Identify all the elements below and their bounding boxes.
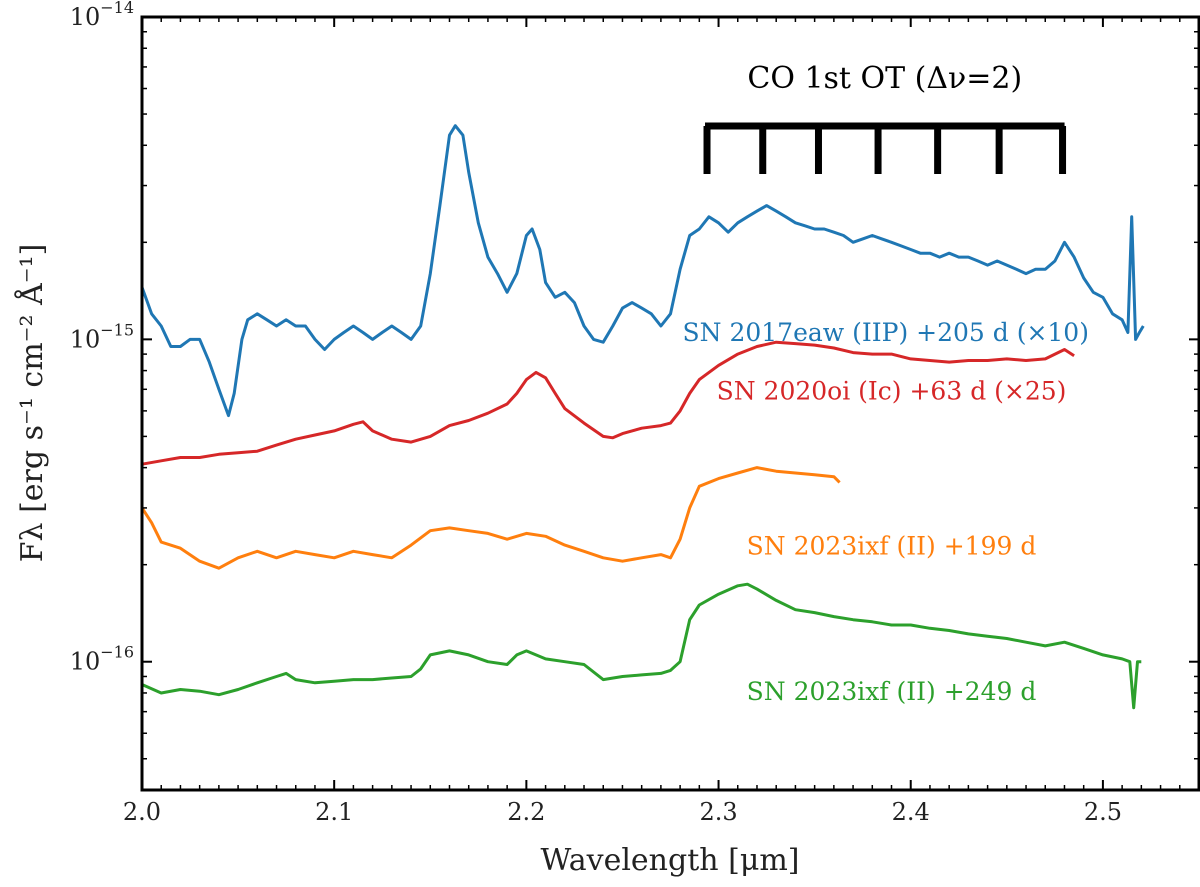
series-label-0: SN 2017eaw (IIP) +205 d (×10) [683, 318, 1089, 347]
y-axis: 10−14 10−15 10−16 [70, 0, 1199, 791]
y-tick-label-2: 10−16 [70, 643, 134, 676]
series-labels: SN 2017eaw (IIP) +205 d (×10) SN 2020oi (… [683, 318, 1089, 706]
series-line-0 [140, 124, 1145, 418]
co-band-title: CO 1st OT (Δν=2) [747, 61, 1022, 96]
x-axis-label: Wavelength [μm] [541, 843, 800, 878]
series-line-2 [140, 466, 841, 570]
co-band-annotation: CO 1st OT (Δν=2) [703, 61, 1067, 174]
series-layer [140, 124, 1145, 710]
x-tick-label-5: 2.5 [1084, 798, 1122, 826]
series-line-1 [141, 340, 1075, 466]
x-tick-label-4: 2.4 [892, 798, 930, 826]
series-line-3 [141, 582, 1142, 710]
y-axis-label: Fλ [erg s⁻¹ cm⁻² Å⁻¹] [14, 244, 50, 563]
y-tick-label-1: 10−15 [70, 320, 134, 353]
x-tick-label-3: 2.3 [699, 798, 737, 826]
x-tick-label-0: 2.0 [123, 798, 161, 826]
series-label-1: SN 2020oi (Ic) +63 d (×25) [717, 377, 1067, 406]
y-tick-label-0: 10−14 [70, 0, 134, 31]
plot-frame [140, 15, 1200, 792]
series-label-3: SN 2023ixf (II) +249 d [747, 677, 1037, 706]
x-axis: 2.0 2.1 2.2 2.3 2.4 2.5 [123, 17, 1200, 826]
series-label-2: SN 2023ixf (II) +199 d [747, 532, 1037, 561]
x-tick-label-2: 2.2 [507, 798, 545, 826]
x-tick-label-1: 2.1 [315, 798, 353, 826]
